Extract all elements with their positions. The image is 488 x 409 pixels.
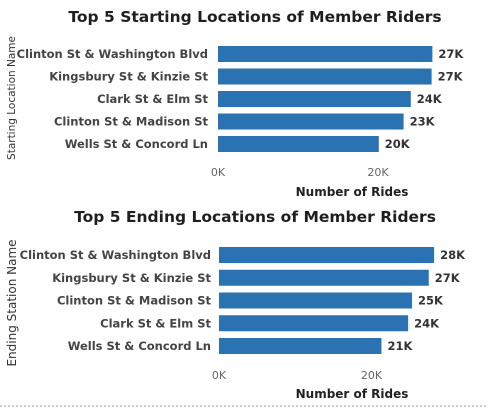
chart-1-bar — [218, 46, 433, 62]
chart-1-bar — [218, 68, 432, 85]
chart-1-x-axis-label: Number of Rides — [296, 185, 409, 199]
chart-1-bar — [218, 136, 379, 152]
chart-2-y-axis-label: Ending Station Name — [5, 239, 19, 366]
chart-1-value-label: 24K — [417, 92, 443, 106]
chart-2-value-label: 27K — [435, 271, 461, 285]
chart-1-bar — [218, 113, 404, 130]
chart-2: Top 5 Ending Locations of Member Riders … — [5, 208, 466, 401]
chart-2-category-label: Wells St & Concord Ln — [68, 339, 211, 353]
chart-2-bars: Clinton St & Washington Blvd 28K Kingsbury… — [20, 247, 466, 382]
chart-2-value-label: 24K — [414, 316, 440, 330]
chart-1-category-label: Clinton St & Washington Blvd — [17, 47, 208, 61]
chart-1-value-label: 20K — [385, 137, 411, 151]
chart-2-value-label: 21K — [387, 339, 413, 353]
chart-2-category-label: Clark St & Elm St — [100, 316, 211, 330]
chart-1-x-tick-label: 20K — [367, 166, 389, 179]
chart-1-y-axis-label: Starting Location Name — [6, 36, 18, 160]
chart-1-category-label: Kingsbury St & Kinzie St — [49, 70, 208, 84]
chart-2-bar — [219, 338, 382, 354]
chart-1-category-label: Clinton St & Madison St — [54, 115, 209, 129]
chart-1-category-label: Wells St & Concord Ln — [65, 137, 208, 151]
chart-1: Top 5 Starting Locations of Member Rider… — [6, 8, 464, 199]
chart-2-x-tick-label: 20K — [361, 369, 383, 382]
chart-2-x-tick-label: 0K — [212, 369, 227, 382]
chart-1-bar — [218, 91, 411, 107]
chart-2-title: Top 5 Ending Locations of Member Riders — [74, 208, 436, 226]
chart-2-bar — [219, 247, 435, 263]
chart-1-bars: Clinton St & Washington Blvd 27K Kingsbury… — [17, 46, 464, 179]
chart-2-value-label: 25K — [418, 294, 444, 308]
chart-2-category-label: Kingsbury St & Kinzie St — [52, 271, 211, 285]
chart-2-bar — [219, 292, 412, 309]
chart-2-value-label: 28K — [440, 248, 466, 262]
chart-2-x-axis-label: Number of Rides — [296, 387, 409, 401]
chart-1-value-label: 23K — [410, 115, 436, 129]
chart-1-value-label: 27K — [438, 47, 464, 61]
chart-1-title: Top 5 Starting Locations of Member Rider… — [68, 8, 441, 26]
chart-2-bar — [219, 315, 409, 332]
chart-1-value-label: 27K — [438, 70, 464, 84]
chart-2-bar — [219, 269, 429, 286]
chart-2-category-label: Clinton St & Madison St — [57, 294, 212, 308]
chart-1-category-label: Clark St & Elm St — [97, 92, 208, 106]
chart-2-category-label: Clinton St & Washington Blvd — [20, 248, 211, 262]
chart-1-x-tick-label: 0K — [211, 166, 226, 179]
